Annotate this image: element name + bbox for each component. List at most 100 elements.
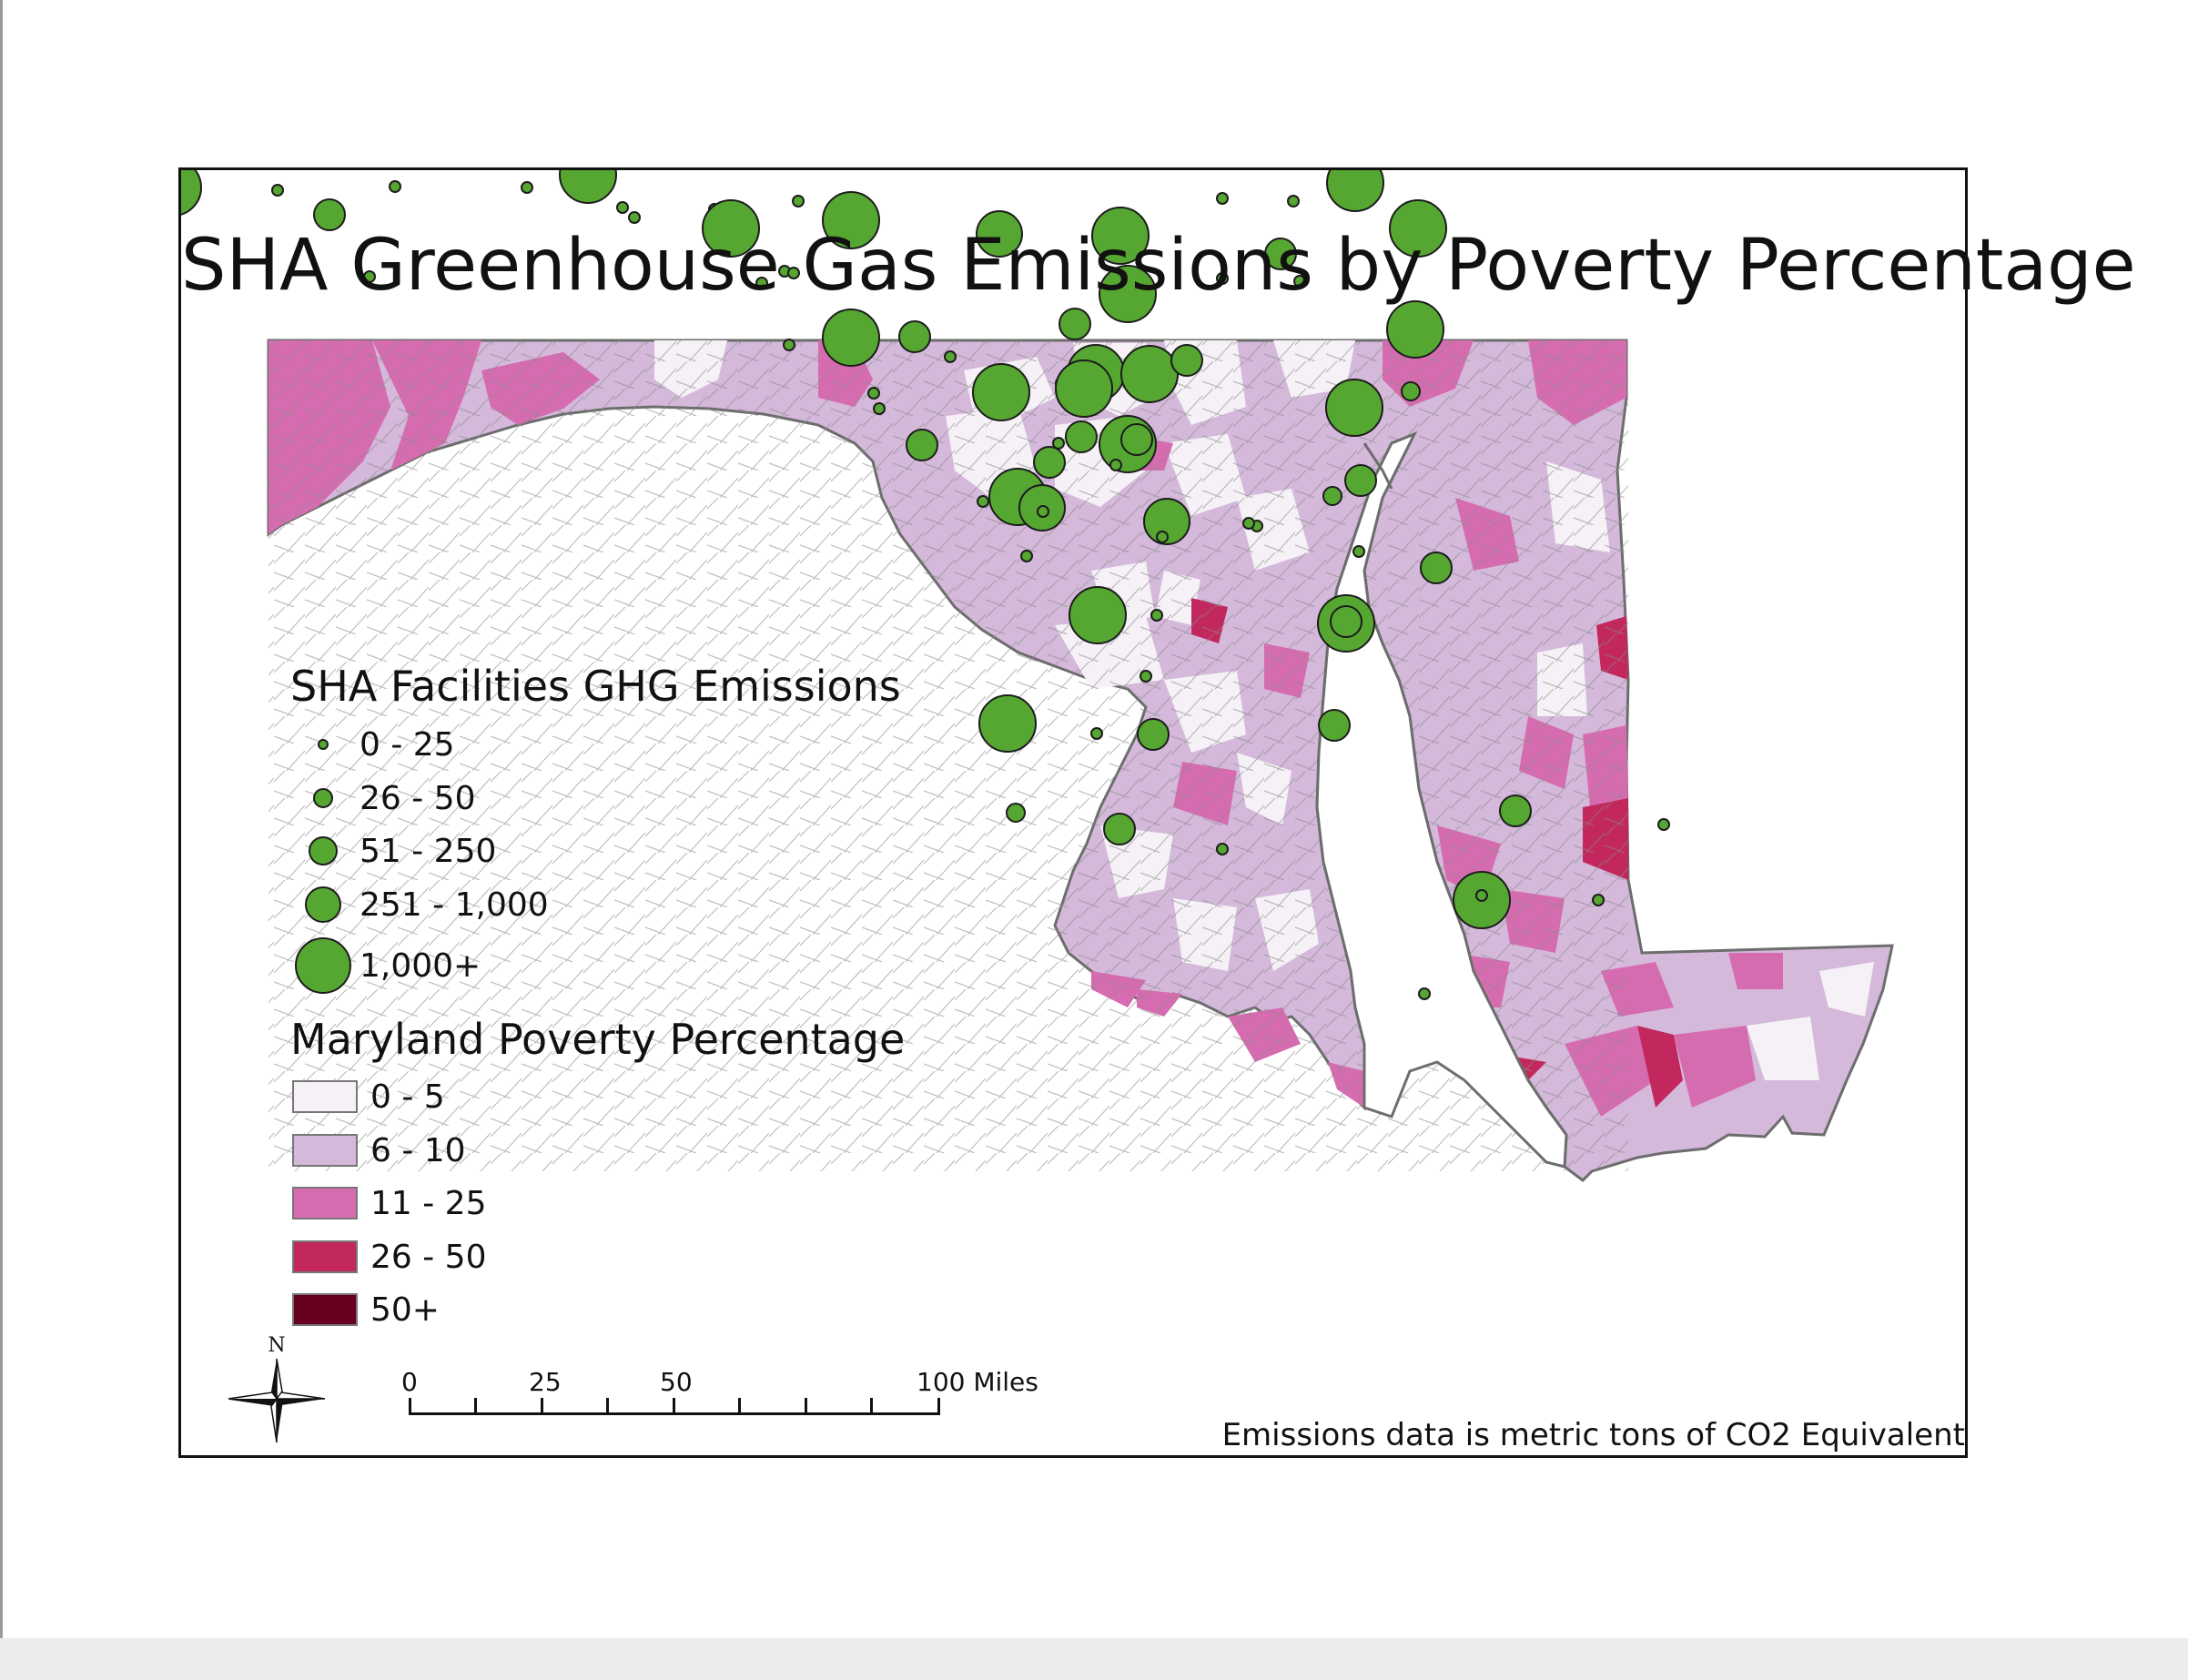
map-frame: SHA Greenhouse Gas Emissions by Poverty … bbox=[178, 167, 2136, 1458]
facility-marker bbox=[1033, 446, 1066, 479]
footnote: Emissions data is metric tons of CO2 Equ… bbox=[1221, 1417, 1965, 1453]
poverty-swatch bbox=[292, 1187, 358, 1220]
facility-marker bbox=[1592, 894, 1605, 906]
facility-marker bbox=[1120, 345, 1179, 403]
emissions-legend-title: SHA Facilities GHG Emissions bbox=[290, 662, 901, 711]
facility-marker bbox=[1326, 170, 1384, 212]
facility-marker bbox=[977, 495, 989, 508]
facility-marker bbox=[1330, 605, 1362, 638]
emissions-legend-label: 1,000+ bbox=[360, 946, 481, 985]
poverty-swatch bbox=[292, 1080, 358, 1113]
poverty-legend-label: 11 - 25 bbox=[370, 1184, 487, 1222]
facility-marker bbox=[1352, 545, 1365, 558]
poverty-legend-item: 0 - 5 bbox=[292, 1076, 445, 1118]
facility-marker bbox=[1475, 889, 1488, 902]
scale-label-25: 25 bbox=[529, 1367, 562, 1397]
facility-marker bbox=[1103, 813, 1136, 845]
facility-marker bbox=[1090, 727, 1103, 740]
poverty-legend-title: Maryland Poverty Percentage bbox=[290, 1015, 906, 1064]
facility-marker bbox=[1325, 379, 1383, 437]
facility-marker bbox=[628, 211, 641, 224]
poverty-legend-item: 11 - 25 bbox=[292, 1182, 487, 1224]
maryland-map bbox=[181, 170, 1894, 1182]
poverty-legend-item: 50+ bbox=[292, 1289, 440, 1331]
facility-marker bbox=[1242, 517, 1255, 530]
emissions-symbol-md bbox=[309, 836, 338, 865]
poverty-swatch bbox=[292, 1240, 358, 1273]
facility-marker bbox=[1109, 459, 1122, 471]
facility-marker bbox=[873, 402, 886, 415]
facility-marker bbox=[389, 180, 401, 193]
facility-marker bbox=[1322, 486, 1342, 506]
poverty-legend-item: 26 - 50 bbox=[292, 1236, 487, 1278]
facility-marker bbox=[898, 320, 931, 353]
facility-marker bbox=[1150, 609, 1163, 622]
facility-marker bbox=[1006, 803, 1026, 823]
scale-bar: 0 25 50 100 Miles bbox=[401, 1367, 1038, 1440]
viewer-bottom-bar bbox=[0, 1638, 2188, 1680]
facility-marker bbox=[559, 170, 617, 204]
facility-marker bbox=[1318, 709, 1351, 742]
emissions-legend-item: 0 - 25 bbox=[287, 724, 455, 765]
facility-marker bbox=[822, 191, 880, 249]
facility-marker bbox=[1156, 531, 1169, 543]
emissions-legend-item: 26 - 50 bbox=[287, 777, 476, 819]
facility-marker bbox=[1216, 843, 1229, 855]
facility-marker bbox=[1055, 359, 1113, 418]
poverty-swatch bbox=[292, 1293, 358, 1326]
facility-marker bbox=[944, 350, 957, 363]
facility-marker bbox=[1499, 794, 1532, 827]
scale-label-0: 0 bbox=[401, 1367, 418, 1397]
facility-marker bbox=[616, 201, 629, 214]
emissions-symbol-xs bbox=[318, 739, 329, 750]
emissions-legend-label: 251 - 1,000 bbox=[360, 886, 549, 924]
facility-marker bbox=[271, 184, 284, 197]
facility-marker bbox=[1052, 437, 1065, 450]
emissions-legend-item: 51 - 250 bbox=[287, 830, 496, 872]
facility-marker bbox=[521, 181, 533, 194]
facility-marker bbox=[1216, 192, 1229, 205]
poverty-legend-label: 50+ bbox=[370, 1290, 440, 1329]
facility-marker bbox=[363, 270, 376, 283]
facility-marker bbox=[1037, 505, 1049, 518]
facility-marker bbox=[1065, 420, 1098, 453]
scale-label-100: 100 Miles bbox=[917, 1367, 1038, 1397]
facility-marker bbox=[313, 198, 346, 231]
facility-marker bbox=[867, 387, 880, 400]
facility-marker bbox=[1386, 300, 1444, 359]
emissions-legend-label: 26 - 50 bbox=[360, 779, 476, 817]
facility-marker bbox=[1091, 207, 1150, 265]
facility-marker bbox=[822, 309, 880, 367]
facility-marker bbox=[1344, 464, 1377, 497]
emissions-legend-item: 1,000+ bbox=[287, 937, 481, 994]
facility-marker bbox=[787, 267, 800, 279]
facility-marker bbox=[1216, 272, 1229, 285]
facility-marker bbox=[976, 210, 1023, 258]
emissions-symbol-xl bbox=[295, 937, 351, 994]
facility-marker bbox=[906, 429, 938, 461]
facility-symbols bbox=[181, 170, 1670, 1000]
facility-marker bbox=[972, 363, 1030, 421]
emissions-symbol-lg bbox=[305, 886, 341, 923]
north-label: N bbox=[268, 1335, 285, 1357]
scale-label-50: 50 bbox=[660, 1367, 693, 1397]
facility-marker bbox=[181, 170, 202, 216]
poverty-legend-label: 6 - 10 bbox=[370, 1131, 466, 1169]
facility-marker bbox=[783, 339, 795, 351]
facility-marker bbox=[1264, 238, 1297, 270]
page-edge bbox=[0, 0, 3, 1680]
facility-marker bbox=[755, 277, 768, 289]
facility-marker bbox=[1657, 818, 1670, 831]
emissions-symbol-sm bbox=[313, 788, 333, 808]
facility-marker bbox=[978, 694, 1037, 753]
facility-marker bbox=[1170, 344, 1203, 377]
facility-marker bbox=[1420, 552, 1453, 584]
facility-marker bbox=[1293, 275, 1306, 288]
emissions-legend-label: 0 - 25 bbox=[360, 725, 455, 764]
emissions-legend-item: 251 - 1,000 bbox=[287, 884, 549, 926]
facility-marker bbox=[1059, 308, 1091, 340]
facility-marker bbox=[1137, 718, 1170, 751]
facility-marker bbox=[1389, 199, 1447, 258]
north-arrow-icon: N bbox=[228, 1335, 326, 1443]
facility-marker bbox=[1140, 670, 1152, 683]
